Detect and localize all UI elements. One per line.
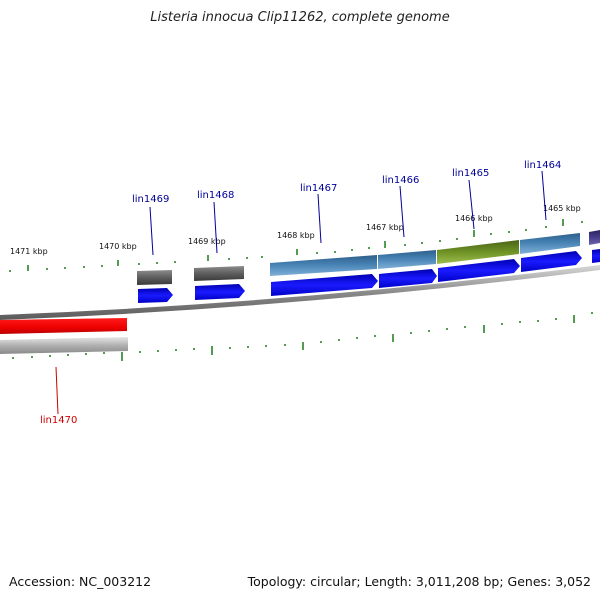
gene-label-lin1467: lin1467 — [300, 183, 337, 194]
ruler-label-1470: 1470 kbp — [99, 242, 137, 251]
cds-block-lin1470 — [0, 318, 127, 334]
cog-feature-ring — [137, 230, 600, 285]
cog-block-lin1464 — [520, 233, 580, 254]
gene-label-lin1465: lin1465 — [452, 168, 489, 179]
ruler-label-1467: 1467 kbp — [366, 223, 404, 232]
cog-block-next — [589, 230, 600, 245]
cds-arrow-lin1466 — [379, 269, 437, 288]
ruler-label-1465: 1465 kbp — [543, 204, 581, 213]
map-title: Listeria innocua Clip11262, complete gen… — [150, 10, 450, 25]
cog-block-lin1467 — [270, 255, 377, 276]
ruler-label-1471: 1471 kbp — [10, 247, 48, 256]
cds-arrow-lin1465 — [438, 259, 520, 282]
ruler-label-1466: 1466 kbp — [455, 214, 493, 223]
inner-ruler-ticks — [12, 312, 593, 361]
cds-arrow-lin1467 — [271, 274, 378, 296]
forward-cds-ring — [138, 249, 600, 303]
cog-block-lin1466 — [378, 250, 436, 269]
cog-block-lin1469 — [137, 270, 172, 285]
gene-label-lin1468: lin1468 — [197, 190, 234, 201]
cds-arrow-lin1464 — [521, 251, 582, 272]
accession-text: Accession: NC_003212 — [9, 574, 152, 589]
cds-arrow-lin1468 — [195, 284, 245, 300]
ruler-label-1468: 1468 kbp — [277, 231, 315, 240]
gene-label-lin1464: lin1464 — [524, 160, 561, 171]
cog-block-lin1468 — [194, 266, 244, 281]
gene-label-lin1469: lin1469 — [132, 194, 169, 205]
gene-label-leaders — [55, 170, 547, 415]
cog-block-lin1465 — [437, 240, 519, 264]
cds-arrow-lin1469 — [138, 288, 173, 303]
genome-backbone — [0, 265, 600, 320]
cog-block-lin1470 — [0, 337, 128, 354]
gene-label-lin1466: lin1466 — [382, 175, 419, 186]
outer-ruler-ticks — [9, 219, 583, 272]
gene-label-lin1470: lin1470 — [40, 415, 77, 426]
cds-arrow-next — [592, 249, 600, 263]
genome-summary-text: Topology: circular; Length: 3,011,208 bp… — [247, 574, 591, 589]
ruler-label-1469: 1469 kbp — [188, 237, 226, 246]
